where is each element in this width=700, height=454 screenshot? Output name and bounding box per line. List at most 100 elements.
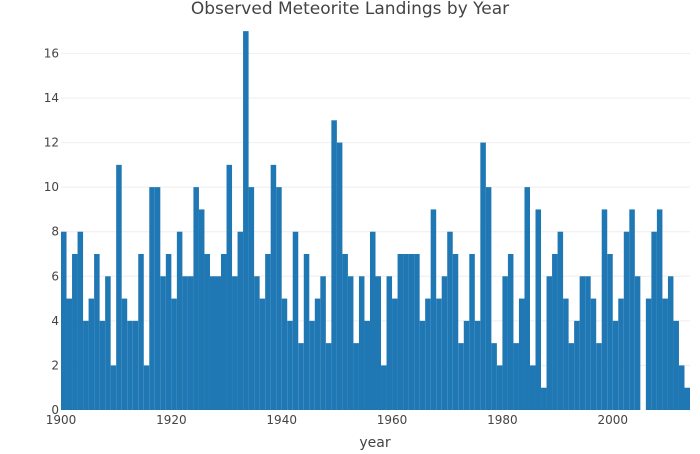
bar[interactable] (436, 298, 442, 410)
bar[interactable] (623, 231, 630, 410)
bar[interactable] (221, 254, 227, 410)
bar[interactable] (276, 187, 282, 410)
bar[interactable] (193, 187, 199, 410)
bar[interactable] (187, 276, 194, 410)
bar[interactable] (347, 276, 354, 410)
bar[interactable] (596, 343, 602, 410)
bar[interactable] (375, 276, 382, 410)
bar[interactable] (61, 231, 67, 410)
bar[interactable] (447, 231, 453, 410)
bar[interactable] (474, 320, 481, 410)
bar[interactable] (154, 187, 161, 410)
bar[interactable] (243, 31, 249, 411)
bar[interactable] (403, 254, 409, 410)
bar[interactable] (226, 164, 233, 410)
bar[interactable] (419, 320, 426, 410)
bar[interactable] (667, 276, 674, 410)
bar[interactable] (331, 120, 337, 411)
bar[interactable] (535, 209, 542, 410)
bar[interactable] (552, 254, 558, 410)
bar[interactable] (441, 276, 448, 410)
bar[interactable] (618, 298, 624, 410)
bar[interactable] (66, 298, 73, 410)
bar[interactable] (634, 276, 641, 410)
bar[interactable] (182, 276, 188, 410)
bar[interactable] (656, 209, 663, 410)
bar[interactable] (259, 298, 266, 410)
bar[interactable] (204, 254, 210, 410)
bar[interactable] (165, 254, 172, 410)
bar[interactable] (574, 320, 580, 410)
bar[interactable] (353, 343, 359, 410)
bar[interactable] (72, 254, 78, 410)
bar[interactable] (386, 276, 393, 410)
bar[interactable] (546, 276, 553, 410)
bar[interactable] (143, 365, 150, 410)
bar[interactable] (132, 320, 139, 410)
bar[interactable] (94, 254, 100, 410)
bar[interactable] (198, 209, 205, 410)
bar[interactable] (480, 142, 486, 411)
bar[interactable] (430, 209, 437, 410)
bar[interactable] (369, 231, 376, 410)
bar[interactable] (281, 298, 288, 410)
bar[interactable] (590, 298, 597, 410)
bar[interactable] (397, 254, 404, 410)
bar[interactable] (524, 187, 530, 410)
bar[interactable] (541, 387, 547, 410)
bar[interactable] (127, 320, 133, 410)
bar[interactable] (215, 276, 222, 410)
bar[interactable] (88, 298, 95, 410)
bar[interactable] (138, 254, 144, 410)
bar[interactable] (358, 276, 365, 410)
bar[interactable] (585, 276, 591, 410)
bar[interactable] (651, 231, 657, 410)
bar[interactable] (336, 142, 343, 411)
bar[interactable] (265, 254, 271, 410)
bar[interactable] (292, 231, 299, 410)
bar[interactable] (83, 320, 89, 410)
bar[interactable] (209, 276, 216, 410)
bar[interactable] (607, 254, 613, 410)
bar[interactable] (507, 254, 514, 410)
bar[interactable] (408, 254, 415, 410)
bar[interactable] (601, 209, 608, 410)
bar[interactable] (110, 365, 117, 410)
bar[interactable] (77, 231, 84, 410)
bar[interactable] (342, 254, 348, 410)
bar[interactable] (557, 231, 564, 410)
bar[interactable] (502, 276, 508, 410)
bar[interactable] (485, 187, 492, 410)
bar[interactable] (458, 343, 464, 410)
bar[interactable] (469, 254, 475, 410)
bar[interactable] (270, 164, 277, 410)
bar[interactable] (287, 320, 293, 410)
bar[interactable] (121, 298, 128, 410)
bar[interactable] (309, 320, 315, 410)
bar[interactable] (149, 187, 155, 410)
bar[interactable] (673, 320, 679, 410)
bar[interactable] (248, 187, 255, 410)
bar[interactable] (629, 209, 635, 410)
bar[interactable] (381, 365, 387, 410)
bar[interactable] (254, 276, 260, 410)
bar[interactable] (491, 343, 497, 410)
bar[interactable] (452, 254, 459, 410)
bar[interactable] (325, 343, 332, 410)
bar[interactable] (513, 343, 519, 410)
bar[interactable] (320, 276, 326, 410)
bar[interactable] (563, 298, 569, 410)
bar[interactable] (425, 298, 431, 410)
bar[interactable] (414, 254, 420, 410)
bar[interactable] (662, 298, 668, 410)
bar[interactable] (176, 231, 183, 410)
bar[interactable] (612, 320, 619, 410)
bar[interactable] (116, 164, 122, 410)
bar[interactable] (529, 365, 536, 410)
bar[interactable] (463, 320, 470, 410)
bar[interactable] (645, 298, 652, 410)
bar[interactable] (303, 254, 310, 410)
bar[interactable] (678, 365, 685, 410)
bar[interactable] (568, 343, 575, 410)
bar[interactable] (364, 320, 370, 410)
